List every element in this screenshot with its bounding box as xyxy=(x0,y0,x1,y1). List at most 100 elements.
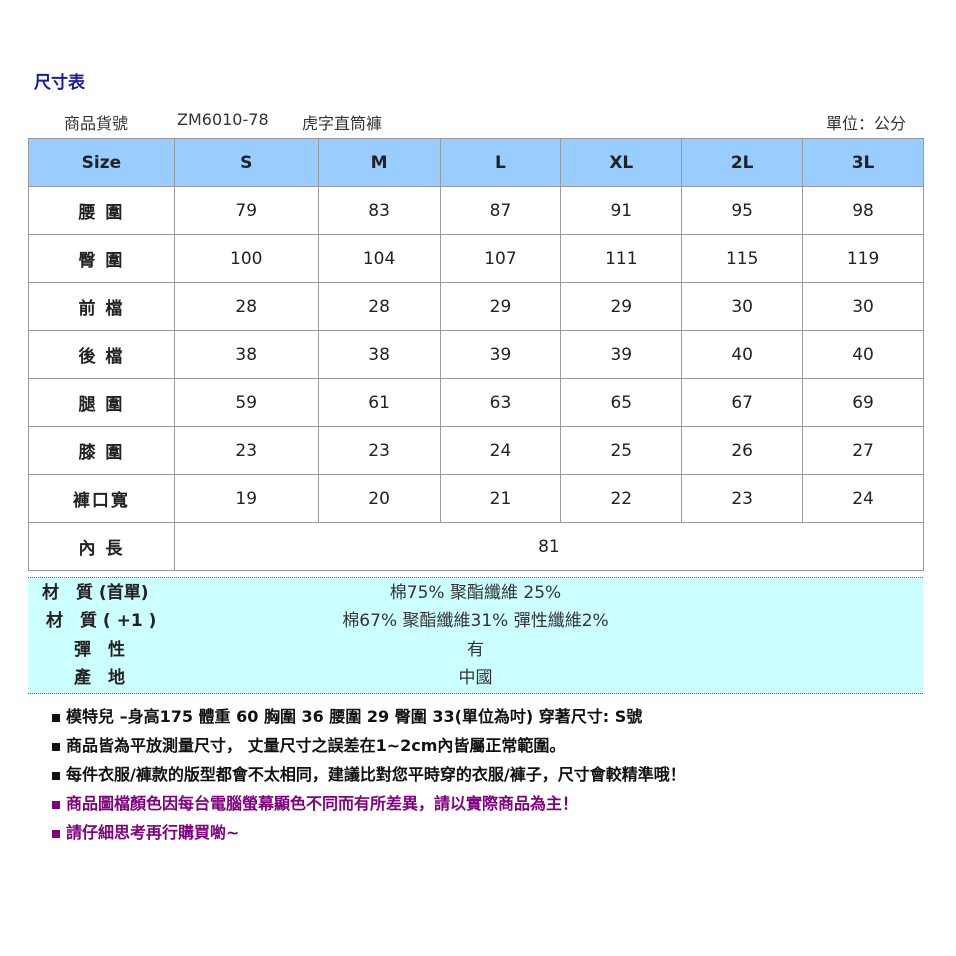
table-cell: 91 xyxy=(560,186,683,235)
table-row: 前 檔 28 28 29 29 30 30 xyxy=(28,282,924,331)
table-cell: 20 xyxy=(317,474,441,523)
table-cell: 22 xyxy=(560,474,683,523)
note-text: 請仔細思考再行購買喲~ xyxy=(66,823,240,842)
table-cell: 40 xyxy=(802,330,924,379)
notes-list: 模特兒 –身高175 體重 60 胸圍 36 腰圍 29 臀圍 33(單位為吋)… xyxy=(52,704,686,849)
table-cell: 69 xyxy=(802,378,924,427)
product-name: 虎字直筒褲 xyxy=(302,114,383,133)
material-value: 棉75% 聚酯纖維 25% xyxy=(389,583,562,603)
row-label: 膝 圍 xyxy=(28,426,175,475)
table-cell: 28 xyxy=(173,282,319,331)
note-text: 模特兒 –身高175 體重 60 胸圍 36 腰圍 29 臀圍 33(單位為吋)… xyxy=(66,707,643,726)
column-header: L xyxy=(439,138,562,187)
row-label: 後 檔 xyxy=(28,330,175,379)
unit-label: 單位：公分 xyxy=(826,114,907,133)
table-cell: 28 xyxy=(317,282,441,331)
table-cell: 38 xyxy=(317,330,441,379)
table-cell: 23 xyxy=(681,474,804,523)
elasticity-row: 彈 性有 xyxy=(28,636,923,664)
material-label: 材 質 ( +1 ) xyxy=(46,611,157,631)
material-row: 材 質 (首單) 棉75% 聚酯纖維 25% xyxy=(28,579,923,607)
table-cell: 23 xyxy=(173,426,319,475)
table-cell: 119 xyxy=(802,234,924,283)
table-cell: 107 xyxy=(439,234,562,283)
table-cell: 24 xyxy=(439,426,562,475)
square-bullet-icon xyxy=(52,800,60,809)
table-cell: 104 xyxy=(317,234,441,283)
size-table: Size S M L XL 2L 3L 腰 圍 79 83 87 91 95 98 臀 圍 100 104 10… xyxy=(28,138,925,571)
row-label: 內 長 xyxy=(28,522,175,571)
table-row: 腰 圍 79 83 87 91 95 98 xyxy=(28,186,924,235)
square-bullet-icon xyxy=(52,742,60,751)
table-cell: 98 xyxy=(802,186,924,235)
page-title: 尺寸表 xyxy=(34,73,85,93)
table-cell: 65 xyxy=(560,378,683,427)
origin-label: 產 地 xyxy=(74,668,125,688)
column-header: XL xyxy=(560,138,683,187)
note-item: 商品皆為平放測量尺寸， 丈量尺寸之誤差在1~2cm內皆屬正常範圍。 xyxy=(52,733,686,762)
material-label: 材 質 (首單) xyxy=(42,583,149,603)
table-cell: 29 xyxy=(560,282,683,331)
note-item: 模特兒 –身高175 體重 60 胸圍 36 腰圍 29 臀圍 33(單位為吋)… xyxy=(52,704,686,733)
table-cell: 27 xyxy=(802,426,924,475)
table-cell: 30 xyxy=(802,282,924,331)
table-cell: 26 xyxy=(681,426,804,475)
column-header: 2L xyxy=(681,138,804,187)
table-row: 褲口寬 19 20 21 22 23 24 xyxy=(28,474,924,523)
material-section: 材 質 (首單) 棉75% 聚酯纖維 25% 材 質 ( +1 ) 棉67% 聚酯纖… xyxy=(28,577,923,694)
table-cell: 61 xyxy=(317,378,441,427)
table-cell: 79 xyxy=(173,186,319,235)
table-row: 膝 圍 23 23 24 25 26 27 xyxy=(28,426,924,475)
table-cell: 24 xyxy=(802,474,924,523)
origin-row: 產 地 中國 xyxy=(28,664,923,692)
product-code-label: 商品貨號 xyxy=(64,114,129,133)
table-cell: 63 xyxy=(439,378,562,427)
row-label: 褲口寬 xyxy=(28,474,175,523)
table-row: 臀 圍 100 104 107 111 115 119 xyxy=(28,234,924,283)
table-cell: 81 xyxy=(173,522,925,571)
square-bullet-icon xyxy=(52,771,60,780)
table-cell: 21 xyxy=(439,474,562,523)
column-header: S xyxy=(173,138,319,187)
table-cell: 38 xyxy=(173,330,319,379)
table-cell: 83 xyxy=(317,186,441,235)
table-cell: 19 xyxy=(173,474,319,523)
note-text: 每件衣服/褲款的版型都會不太相同，建議比對您平時穿的衣服/褲子，尺寸會較精準哦！ xyxy=(66,765,686,784)
table-cell: 111 xyxy=(560,234,683,283)
row-label: 腿 圍 xyxy=(28,378,175,427)
table-cell: 29 xyxy=(439,282,562,331)
material-row: 材 質 ( +1 ) 棉67% 聚酯纖維31% 彈性纖維2% xyxy=(28,607,923,635)
elasticity-label: 彈 性 xyxy=(74,640,125,660)
note-item: 商品圖檔顏色因每台電腦螢幕顯色不同而有所差異，請以實際商品為主！ xyxy=(52,791,686,820)
row-label: 腰 圍 xyxy=(28,186,175,235)
table-row: 腿 圍 59 61 63 65 67 69 xyxy=(28,378,924,427)
note-text: 商品圖檔顏色因每台電腦螢幕顯色不同而有所差異，請以實際商品為主！ xyxy=(66,794,579,813)
table-row-inseam: 內 長 81 xyxy=(28,522,925,571)
row-label: 前 檔 xyxy=(28,282,175,331)
table-cell: 87 xyxy=(439,186,562,235)
table-cell: 67 xyxy=(681,378,804,427)
note-text: 商品皆為平放測量尺寸， 丈量尺寸之誤差在1~2cm內皆屬正常範圍。 xyxy=(66,736,566,755)
table-cell: 115 xyxy=(681,234,804,283)
table-header-row: Size S M L XL 2L 3L xyxy=(28,138,924,187)
table-cell: 25 xyxy=(560,426,683,475)
table-cell: 23 xyxy=(317,426,441,475)
table-cell: 39 xyxy=(439,330,562,379)
note-item: 請仔細思考再行購買喲~ xyxy=(52,820,686,849)
origin-value: 中國 xyxy=(458,668,493,688)
table-cell: 95 xyxy=(681,186,804,235)
table-cell: 40 xyxy=(681,330,804,379)
column-header: 3L xyxy=(802,138,924,187)
table-row: 後 檔 38 38 39 39 40 40 xyxy=(28,330,924,379)
row-label: 臀 圍 xyxy=(28,234,175,283)
elasticity-value: 有 xyxy=(467,640,484,660)
column-header: M xyxy=(317,138,441,187)
note-item: 每件衣服/褲款的版型都會不太相同，建議比對您平時穿的衣服/褲子，尺寸會較精準哦！ xyxy=(52,762,686,791)
table-cell: 59 xyxy=(173,378,319,427)
material-value: 棉67% 聚酯纖維31% 彈性纖維2% xyxy=(342,611,609,631)
column-header: Size xyxy=(28,138,175,187)
square-bullet-icon xyxy=(52,713,60,722)
product-code: ZM6010-78 xyxy=(177,110,269,129)
table-cell: 39 xyxy=(560,330,683,379)
square-bullet-icon xyxy=(52,829,60,838)
